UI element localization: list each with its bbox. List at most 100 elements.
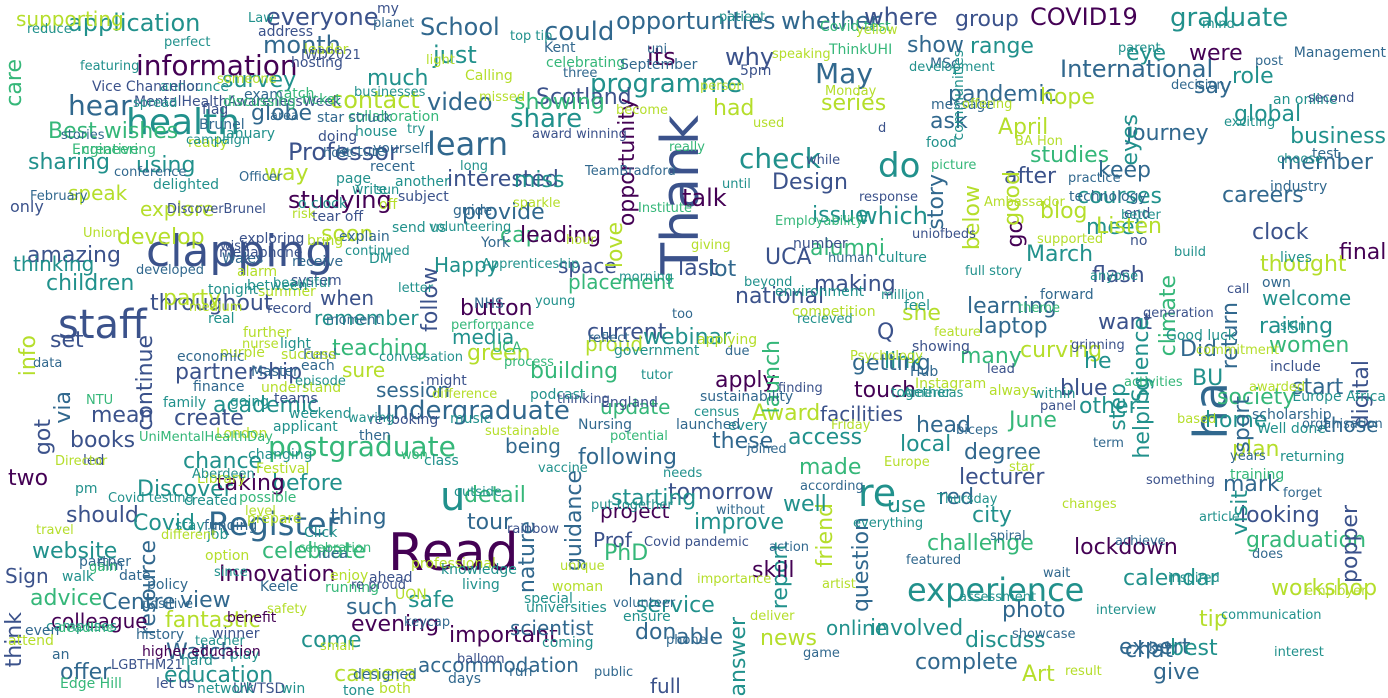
cloud-word: keycap: [404, 615, 451, 630]
cloud-word: important: [449, 623, 558, 648]
cloud-word: uniofbeds: [912, 227, 976, 242]
cloud-word: record: [267, 301, 312, 317]
cloud-word: provide: [462, 200, 545, 225]
cloud-word: project: [600, 499, 670, 523]
cloud-word: current: [587, 320, 667, 345]
cloud-word: decision: [1171, 78, 1225, 93]
cloud-word: before: [272, 471, 343, 496]
cloud-word: tone: [343, 683, 375, 698]
cloud-word: campuses: [46, 619, 117, 635]
cloud-word: Innovation: [219, 562, 336, 587]
cloud-word: UniMentalHealthDay: [139, 430, 273, 445]
cloud-word: network: [197, 681, 254, 697]
cloud-word: Kent: [544, 40, 576, 56]
cloud-word: importance: [697, 572, 772, 587]
cloud-word: Thursday: [937, 492, 998, 507]
cloud-word: system: [291, 273, 342, 289]
cloud-word: supporting: [16, 7, 124, 31]
cloud-word: thinking: [557, 392, 610, 407]
cloud-word: ThinkUHI: [829, 42, 893, 58]
cloud-word: share: [510, 104, 583, 134]
cloud-word: risk: [292, 207, 316, 222]
cloud-word: higher education: [142, 644, 261, 660]
cloud-word: practice: [1068, 171, 1121, 186]
cloud-word: Centre: [102, 590, 176, 615]
cloud-word: weekend: [289, 406, 352, 422]
cloud-word: spiral: [990, 529, 1026, 544]
cloud-word: June: [1009, 408, 1057, 433]
cloud-word: celebrate: [262, 539, 366, 564]
cloud-word: exam: [244, 87, 283, 103]
cloud-word: census: [694, 405, 740, 420]
cloud-word: sustainable: [485, 424, 560, 439]
cloud-word: process: [504, 355, 554, 370]
cloud-word: throughout: [150, 291, 273, 316]
cloud-word: skill: [752, 558, 795, 583]
cloud-word: years: [1230, 449, 1266, 464]
cloud-word: studying: [288, 186, 392, 214]
cloud-word: graduation: [1246, 528, 1367, 553]
cloud-word: hear: [68, 89, 132, 122]
cloud-word: another: [395, 174, 450, 190]
cloud-word: key: [1149, 640, 1172, 655]
cloud-word: touch: [854, 378, 917, 403]
cloud-word: an: [52, 647, 70, 663]
cloud-word: Covid testing: [108, 491, 194, 506]
cloud-word: video: [427, 88, 493, 116]
cloud-word: service: [636, 593, 715, 618]
cloud-word: Officer: [239, 170, 283, 185]
cloud-word: why: [725, 43, 775, 71]
cloud-word: tear off: [312, 209, 364, 225]
cloud-word: skin: [1280, 319, 1307, 334]
cloud-word: write: [352, 182, 388, 198]
cloud-word: activities: [1124, 375, 1183, 390]
cloud-word: its: [647, 43, 676, 71]
cloud-word: discussing: [223, 94, 296, 110]
cloud-word: benefit: [227, 610, 277, 626]
cloud-word: partnership: [175, 360, 303, 385]
cloud-word: celebration: [298, 541, 372, 556]
cloud-word: explore: [140, 197, 215, 221]
cloud-word: three: [563, 66, 598, 81]
cloud-word: Union: [83, 226, 121, 241]
cloud-word: generation: [1143, 306, 1214, 321]
cloud-word: used: [753, 116, 785, 131]
cloud-word: according: [800, 479, 864, 494]
cloud-word: amazing: [27, 243, 121, 268]
cloud-word: podcast: [530, 387, 586, 403]
cloud-word: DM: [369, 251, 392, 267]
cloud-word: message: [931, 97, 994, 113]
cloud-word: contact: [330, 86, 420, 114]
cloud-word: set: [50, 328, 84, 353]
cloud-word: commitment: [1196, 343, 1280, 358]
cloud-word: lot: [708, 257, 737, 282]
cloud-word: webinar: [643, 325, 732, 350]
cloud-word: travel: [36, 523, 74, 538]
cloud-word: love: [603, 222, 628, 269]
cloud-word: link: [884, 349, 923, 374]
cloud-word: just: [433, 41, 477, 69]
cloud-word: green: [467, 341, 531, 366]
cloud-word: LGBTHM21: [111, 658, 183, 673]
cloud-word: volunteer: [613, 596, 676, 611]
cloud-word: star struck: [317, 110, 392, 126]
cloud-word: media: [452, 325, 515, 349]
cloud-word: society: [1217, 385, 1296, 410]
cloud-word: women: [1269, 333, 1350, 358]
cloud-word: discuss: [965, 628, 1046, 653]
cloud-word: TeamBradford: [585, 164, 676, 179]
cloud-word: organisation: [1302, 417, 1383, 432]
cloud-word: teacher: [195, 634, 245, 649]
cloud-word: hope: [1040, 85, 1095, 110]
cloud-word: always: [989, 383, 1038, 399]
cloud-word: complete: [915, 650, 1018, 675]
cloud-word: finance: [193, 379, 245, 395]
cloud-word: eyes: [1118, 114, 1143, 166]
cloud-word: re: [858, 471, 897, 515]
cloud-word: opportunities: [616, 7, 776, 35]
cloud-word: York: [481, 235, 511, 251]
cloud-word: UWTSD: [233, 681, 286, 697]
cloud-word: tomorrow: [668, 480, 774, 505]
cloud-word: teams: [274, 391, 318, 407]
cloud-word: red: [938, 485, 975, 510]
